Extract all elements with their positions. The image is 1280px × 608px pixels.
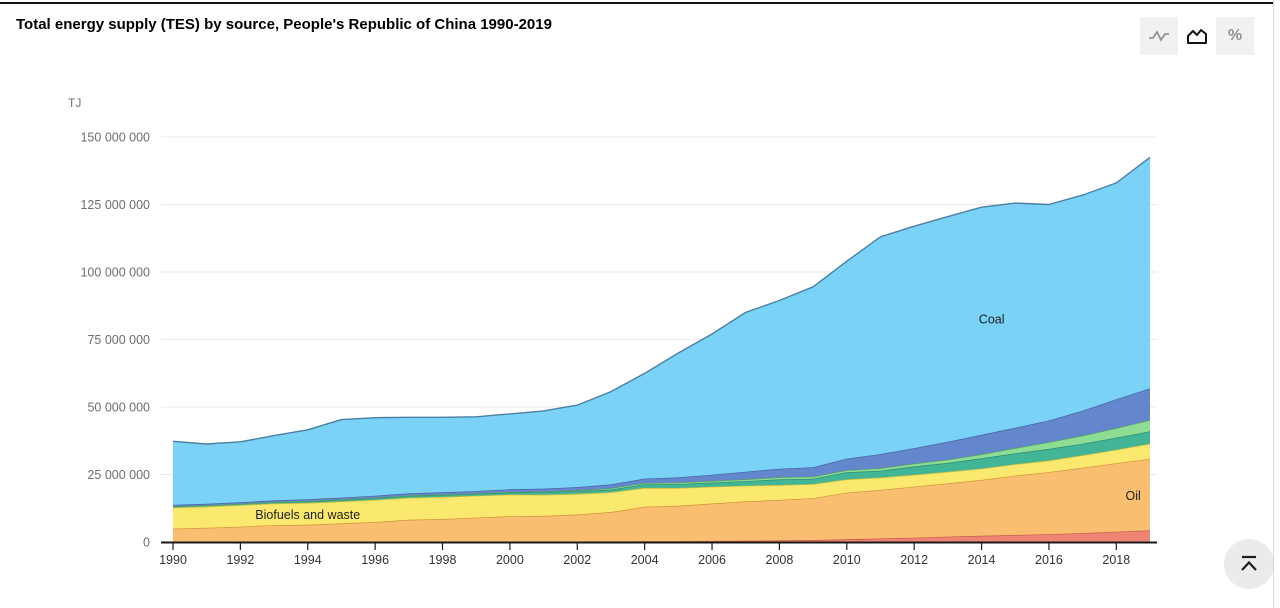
line-chart-icon <box>1148 27 1170 45</box>
chart-label-biofuels-and-waste: Biofuels and waste <box>255 508 360 522</box>
y-tick-label: 150 000 000 <box>80 131 150 145</box>
y-tick-label: 0 <box>143 536 150 550</box>
chart-label-coal: Coal <box>979 312 1005 326</box>
area-biofuels-and-waste[interactable] <box>173 443 1150 529</box>
x-tick-label: 2002 <box>563 553 591 567</box>
chart-label-oil: Oil <box>1126 489 1141 503</box>
top-divider <box>0 2 1273 4</box>
area-natural-gas[interactable] <box>173 388 1150 507</box>
area-coal[interactable] <box>173 157 1150 505</box>
x-tick-label: 2010 <box>833 553 861 567</box>
line-chart-toggle-button[interactable] <box>1140 17 1178 55</box>
scroll-to-top-button[interactable] <box>1224 539 1274 589</box>
chart-type-toolbar: % <box>1140 17 1254 55</box>
x-tick-label: 2012 <box>900 553 928 567</box>
y-tick-label: 75 000 000 <box>87 333 150 347</box>
area-chart-icon <box>1186 27 1208 45</box>
chart-title: Total energy supply (TES) by source, Peo… <box>16 16 552 33</box>
right-divider <box>1273 0 1274 608</box>
x-tick-label: 1990 <box>159 553 187 567</box>
y-tick-label: 25 000 000 <box>87 468 150 482</box>
y-tick-label: 50 000 000 <box>87 401 150 415</box>
x-tick-label: 2014 <box>968 553 996 567</box>
area-wind-solar-etc[interactable] <box>173 530 1150 542</box>
arrow-to-top-icon <box>1237 551 1261 578</box>
x-tick-label: 2008 <box>766 553 794 567</box>
x-tick-label: 2016 <box>1035 553 1063 567</box>
y-tick-label: 125 000 000 <box>80 198 150 212</box>
x-tick-label: 2018 <box>1102 553 1130 567</box>
x-tick-label: 2004 <box>631 553 659 567</box>
x-tick-label: 1998 <box>429 553 457 567</box>
area-chart-toggle-button[interactable] <box>1178 17 1216 55</box>
edge-coal <box>172 156 1151 445</box>
percent-icon: % <box>1227 27 1243 44</box>
y-tick-label: 100 000 000 <box>80 266 150 280</box>
percent-toggle-button[interactable]: % <box>1216 17 1254 55</box>
x-tick-label: 1994 <box>294 553 322 567</box>
area-hydro[interactable] <box>173 431 1150 508</box>
x-tick-label: 2006 <box>698 553 726 567</box>
y-axis-unit-label: TJ <box>68 96 81 110</box>
x-tick-label: 2000 <box>496 553 524 567</box>
x-tick-label: 1996 <box>361 553 389 567</box>
area-oil[interactable] <box>173 458 1150 542</box>
x-tick-label: 1992 <box>226 553 254 567</box>
